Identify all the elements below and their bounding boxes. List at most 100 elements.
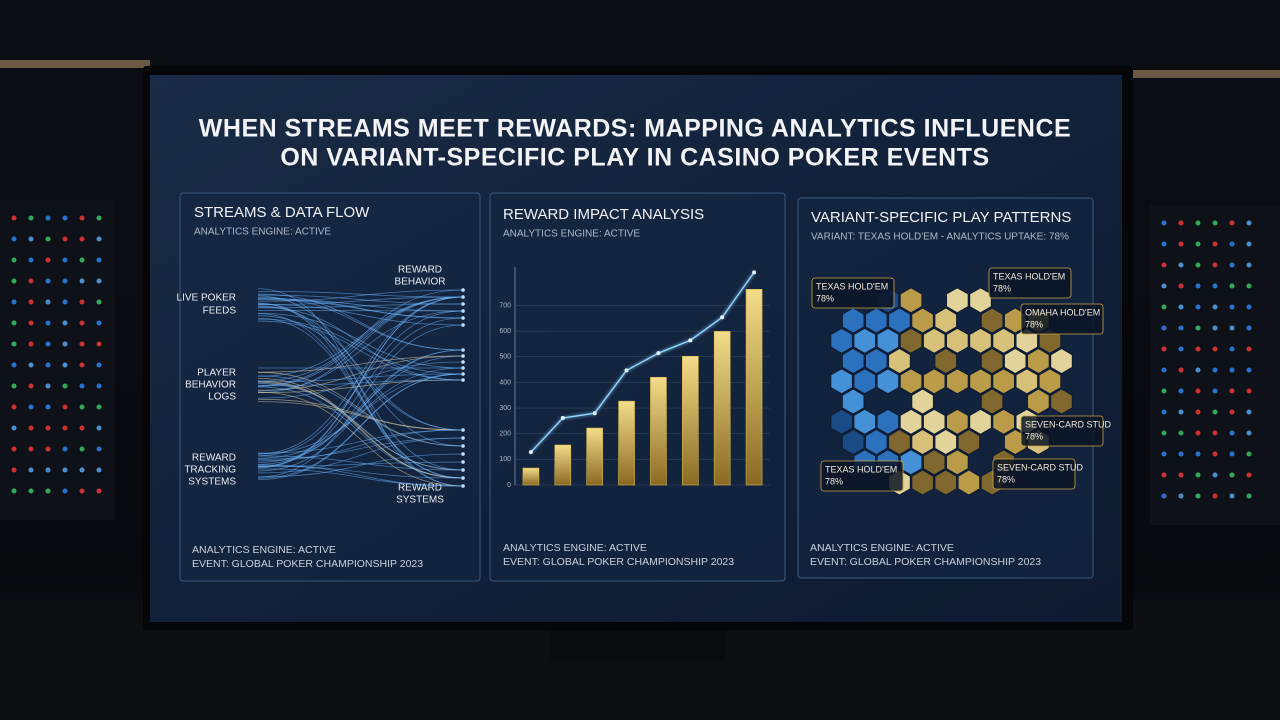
hex-cell	[992, 327, 1015, 354]
rack-light	[62, 257, 68, 263]
callout-name: OMAHA HOLD'EM	[1025, 307, 1100, 317]
target-label: SYSTEMS	[396, 495, 444, 506]
hex-cell	[980, 347, 1004, 375]
rack-light	[1178, 220, 1184, 226]
bar	[650, 376, 667, 486]
bar	[618, 400, 635, 486]
hex-cell	[992, 408, 1015, 435]
rack-light	[28, 215, 34, 221]
flow-line	[257, 391, 464, 487]
rack-light	[1246, 304, 1252, 310]
rack-light	[1161, 472, 1167, 478]
rack-light	[1195, 241, 1201, 247]
rack-light	[11, 278, 17, 284]
bar	[586, 427, 603, 486]
flow-line	[257, 382, 464, 471]
rack-light	[62, 383, 68, 389]
rack-light	[1229, 241, 1235, 247]
rack-light	[28, 299, 34, 305]
rack-light	[62, 425, 68, 431]
hex-cell	[1050, 388, 1073, 415]
rack-light	[79, 257, 85, 263]
panel-footer: ANALYTICS ENGINE: ACTIVE	[810, 542, 954, 554]
rack-light	[79, 488, 85, 494]
rack-light	[11, 236, 17, 242]
rack-light	[1161, 409, 1167, 415]
hex-cell	[946, 449, 969, 476]
rack-light	[79, 236, 85, 242]
ceiling-light	[1130, 70, 1280, 78]
rack-light	[45, 362, 51, 368]
rack-light	[1212, 430, 1218, 436]
source-label: BEHAVIOR	[185, 380, 236, 391]
callout-box	[992, 458, 1076, 490]
panel-subtitle: VARIANT: TEXAS HOLD'EM - ANALYTICS UPTAK…	[811, 232, 1069, 243]
rack-light	[1212, 283, 1218, 289]
bar	[713, 331, 731, 486]
flow-line	[257, 318, 464, 375]
source-label: FEEDS	[203, 306, 237, 317]
rack-light	[62, 299, 68, 305]
rack-light	[45, 446, 51, 452]
rack-light	[62, 341, 68, 347]
rack-light	[96, 446, 102, 452]
callout-value: 78%	[825, 476, 843, 486]
hex-map: TEXAS HOLD'EM 78% TEXAS HOLD'EM 78% OMAHA HO…	[811, 267, 1112, 496]
flow-line	[257, 464, 464, 487]
rack-light	[1195, 283, 1201, 289]
hex-cell	[899, 368, 923, 395]
rack-light	[1178, 409, 1184, 415]
panel-footer: EVENT: GLOBAL POKER CHAMPIONSHIP 2023	[810, 556, 1041, 568]
flow-line	[257, 288, 464, 487]
hex-cell	[876, 408, 900, 435]
flow-line	[257, 303, 464, 309]
flow-line	[257, 313, 464, 479]
rack-light	[1178, 304, 1184, 310]
flow-line	[257, 465, 464, 479]
rack-light	[96, 488, 102, 494]
rack-light	[11, 383, 17, 389]
panel-subtitle: ANALYTICS ENGINE: ACTIVE	[503, 229, 640, 240]
flow-line	[257, 315, 464, 431]
rack-light	[1212, 346, 1218, 352]
rack-light	[79, 425, 85, 431]
bar	[745, 289, 763, 486]
hex-cell	[946, 408, 969, 435]
hex-cell	[911, 388, 934, 415]
rack-light	[45, 488, 51, 494]
rack-light	[1229, 283, 1235, 289]
rack-light	[1212, 409, 1218, 415]
flow-line	[257, 453, 464, 478]
hex-cell	[841, 347, 865, 375]
hex-cell	[841, 388, 865, 415]
y-tick-label: 500	[499, 354, 511, 361]
line-point	[720, 315, 725, 320]
callout-value: 78%	[1025, 319, 1043, 329]
flow-line	[257, 373, 464, 383]
rack-light	[62, 215, 68, 221]
rack-light	[1195, 325, 1201, 331]
rack-light	[1195, 220, 1201, 226]
rack-light	[1161, 367, 1167, 373]
rack-light	[79, 467, 85, 473]
rack-light	[1229, 367, 1235, 373]
hex-cell	[1003, 347, 1027, 375]
rack-light	[11, 215, 17, 221]
rack-light	[96, 236, 102, 242]
panel	[489, 192, 786, 582]
flow-line	[257, 429, 464, 454]
hex-cell	[853, 368, 877, 395]
rack-light	[79, 320, 85, 326]
rack-light	[79, 215, 85, 221]
rack-light	[1195, 472, 1201, 478]
rack-light	[1246, 241, 1252, 247]
title-line: ON VARIANT-SPECIFIC PLAY IN CASINO POKER…	[280, 144, 989, 172]
y-tick-label: 600	[499, 328, 511, 335]
rack-light	[1195, 451, 1201, 457]
hex-cell	[865, 428, 888, 456]
hex-cell	[969, 408, 992, 435]
flow-diagram: LIVE POKERFEEDSPLAYERBEHAVIORLOGSREWARDT…	[177, 265, 465, 506]
rack-light	[45, 236, 51, 242]
y-tick-label: 200	[499, 431, 511, 438]
